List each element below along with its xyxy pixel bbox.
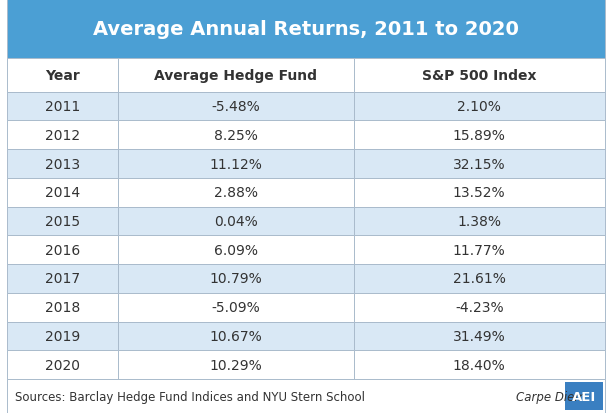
- Text: 2016: 2016: [45, 243, 80, 257]
- Bar: [118, 293, 354, 322]
- Bar: [7, 322, 118, 351]
- Text: 2012: 2012: [45, 128, 80, 142]
- Bar: [7, 293, 118, 322]
- Bar: [7, 207, 118, 236]
- Text: 11.77%: 11.77%: [453, 243, 506, 257]
- Text: 13.52%: 13.52%: [453, 186, 506, 200]
- Bar: [354, 59, 605, 93]
- Bar: [565, 382, 603, 410]
- Bar: [7, 264, 118, 293]
- Text: 2017: 2017: [45, 272, 80, 286]
- Bar: [118, 351, 354, 379]
- Text: 2015: 2015: [45, 214, 80, 228]
- Text: S&P 500 Index: S&P 500 Index: [422, 69, 537, 83]
- Text: 21.61%: 21.61%: [453, 272, 506, 286]
- Bar: [7, 236, 118, 264]
- Text: -4.23%: -4.23%: [455, 301, 504, 314]
- Text: 11.12%: 11.12%: [209, 157, 263, 171]
- Bar: [118, 121, 354, 150]
- Text: 10.29%: 10.29%: [209, 358, 262, 372]
- Text: 2019: 2019: [45, 329, 80, 343]
- Text: Average Annual Returns, 2011 to 2020: Average Annual Returns, 2011 to 2020: [93, 20, 519, 39]
- Text: 10.79%: 10.79%: [209, 272, 262, 286]
- Text: 31.49%: 31.49%: [453, 329, 506, 343]
- Text: -5.09%: -5.09%: [211, 301, 260, 314]
- Text: 32.15%: 32.15%: [453, 157, 506, 171]
- Bar: [7, 351, 118, 379]
- Bar: [118, 236, 354, 264]
- Bar: [7, 93, 118, 121]
- Text: 0.04%: 0.04%: [214, 214, 258, 228]
- Bar: [118, 59, 354, 93]
- Bar: [7, 178, 118, 207]
- Text: Year: Year: [45, 69, 80, 83]
- Bar: [354, 236, 605, 264]
- Bar: [354, 322, 605, 351]
- Bar: [354, 351, 605, 379]
- Bar: [354, 293, 605, 322]
- Bar: [7, 0, 605, 59]
- Bar: [7, 150, 118, 178]
- Text: 2014: 2014: [45, 186, 80, 200]
- Bar: [354, 93, 605, 121]
- Text: 2020: 2020: [45, 358, 80, 372]
- Bar: [118, 93, 354, 121]
- Bar: [7, 59, 118, 93]
- Text: 8.25%: 8.25%: [214, 128, 258, 142]
- Bar: [118, 178, 354, 207]
- Text: 6.09%: 6.09%: [214, 243, 258, 257]
- Bar: [7, 121, 118, 150]
- Text: Carpe Diem: Carpe Diem: [516, 389, 586, 403]
- Text: Average Hedge Fund: Average Hedge Fund: [154, 69, 317, 83]
- Text: 2.10%: 2.10%: [457, 100, 501, 114]
- Text: -5.48%: -5.48%: [211, 100, 260, 114]
- Bar: [118, 264, 354, 293]
- Text: Sources: Barclay Hedge Fund Indices and NYU Stern School: Sources: Barclay Hedge Fund Indices and …: [15, 389, 365, 403]
- Text: 10.67%: 10.67%: [209, 329, 262, 343]
- Text: 2011: 2011: [45, 100, 80, 114]
- Bar: [354, 264, 605, 293]
- Bar: [354, 150, 605, 178]
- Text: 15.89%: 15.89%: [453, 128, 506, 142]
- Text: AEI: AEI: [572, 389, 596, 403]
- Bar: [118, 322, 354, 351]
- Bar: [7, 379, 605, 413]
- Bar: [118, 150, 354, 178]
- Text: 2018: 2018: [45, 301, 80, 314]
- Text: 2.88%: 2.88%: [214, 186, 258, 200]
- Text: 2013: 2013: [45, 157, 80, 171]
- Bar: [354, 178, 605, 207]
- Text: 1.38%: 1.38%: [457, 214, 501, 228]
- Bar: [354, 121, 605, 150]
- Bar: [354, 207, 605, 236]
- Bar: [118, 207, 354, 236]
- Text: 18.40%: 18.40%: [453, 358, 506, 372]
